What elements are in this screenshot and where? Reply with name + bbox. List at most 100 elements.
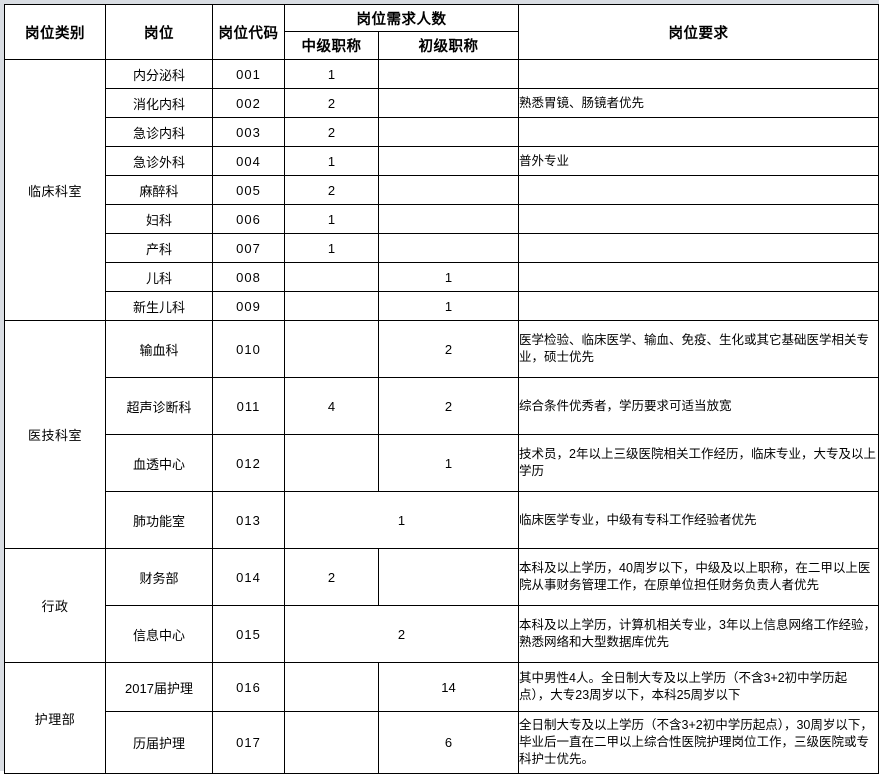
post-code-cell: 013	[212, 491, 285, 549]
mid-level-count-cell: 1	[284, 204, 379, 234]
post-code-cell: 011	[212, 377, 285, 435]
requirement-cell: 其中男性4人。全日制大专及以上学历（不含3+2初中学历起点），大专23周岁以下，…	[518, 662, 879, 712]
table-row: 信息中心 015 2 本科及以上学历，计算机相关专业，3年以上信息网络工作经验，熟悉网…	[5, 605, 879, 663]
table-row: 护理部 2017届护理 016 14 其中男性4人。全日制大专及以上学历（不含3+2初中…	[4, 662, 879, 774]
post-code-cell: 014	[212, 548, 285, 606]
post-name-cell: 消化内科	[105, 88, 213, 118]
table-row: 超声诊断科 011 4 2 综合条件优秀者，学历要求可适当放宽	[5, 377, 879, 435]
category-cell: 临床科室	[4, 59, 106, 321]
post-name-cell: 急诊外科	[105, 146, 213, 176]
junior-level-count-cell: 14	[378, 662, 519, 712]
post-name-cell: 输血科	[105, 320, 213, 378]
post-name-cell: 儿科	[105, 262, 213, 292]
post-code-cell: 002	[212, 88, 285, 118]
requirement-cell	[518, 262, 879, 292]
category-cell: 医技科室	[4, 320, 106, 549]
mid-level-count-cell: 2	[284, 88, 379, 118]
requirement-cell: 普外专业	[518, 146, 879, 176]
top-margin-strip	[0, 0, 879, 4]
header-post: 岗位	[105, 4, 213, 60]
requirement-cell: 医学检验、临床医学、输血、免疫、生化或其它基础医学相关专业，硕士优先	[518, 320, 879, 378]
header-junior-level: 初级职称	[378, 31, 519, 60]
table-row: 医技科室 输血科 010 2 医学检验、临床医学、输血、免疫、生化或其它基础医学相关专业…	[4, 320, 879, 549]
mid-level-count-cell	[284, 262, 379, 292]
mid-level-count-cell: 4	[284, 377, 379, 435]
junior-level-count-cell	[378, 548, 519, 606]
table-row: 急诊外科 004 1 普外专业	[5, 146, 879, 176]
junior-level-count-cell	[378, 204, 519, 234]
table-head: 岗位类别 岗位 岗位代码 岗位需求人数 岗位要求 中级职称 初级职称	[4, 4, 879, 60]
post-code-cell: 012	[212, 434, 285, 492]
post-code-cell: 003	[212, 117, 285, 147]
junior-level-count-cell: 2	[378, 377, 519, 435]
table-row: 急诊内科 003 2	[5, 117, 879, 147]
mid-level-count-cell: 1	[284, 233, 379, 263]
post-code-cell: 006	[212, 204, 285, 234]
mid-level-count-cell	[284, 320, 379, 378]
requirement-cell	[518, 291, 879, 321]
post-name-cell: 历届护理	[105, 711, 213, 774]
table-row: 产科 007 1	[5, 233, 879, 263]
mid-level-count-cell: 1	[284, 146, 379, 176]
requirement-cell	[518, 204, 879, 234]
table-row: 妇科 006 1	[5, 204, 879, 234]
header-row-primary: 岗位类别 岗位 岗位代码 岗位需求人数 岗位要求	[4, 4, 879, 60]
post-name-cell: 财务部	[105, 548, 213, 606]
junior-level-count-cell	[378, 175, 519, 205]
header-code: 岗位代码	[212, 4, 285, 60]
requirement-cell	[518, 233, 879, 263]
post-name-cell: 2017届护理	[105, 662, 213, 712]
post-name-cell: 超声诊断科	[105, 377, 213, 435]
table-row: 儿科 008 1	[5, 262, 879, 292]
junior-level-count-cell: 2	[378, 320, 519, 378]
post-code-cell: 017	[212, 711, 285, 774]
post-code-cell: 001	[212, 59, 285, 89]
post-code-cell: 005	[212, 175, 285, 205]
requirement-cell	[518, 117, 879, 147]
table-row: 行政 财务部 014 2 本科及以上学历，40周岁以下，中级及以上职称，在二甲以上医院从…	[4, 548, 879, 663]
junior-level-count-cell: 1	[378, 291, 519, 321]
post-name-cell: 信息中心	[105, 605, 213, 663]
mid-level-count-cell: 1	[284, 59, 379, 89]
junior-level-count-cell	[378, 146, 519, 176]
requirement-cell: 熟悉胃镜、肠镜者优先	[518, 88, 879, 118]
post-code-cell: 008	[212, 262, 285, 292]
mid-level-count-cell: 2	[284, 548, 379, 606]
junior-level-count-cell: 1	[378, 262, 519, 292]
junior-level-count-cell: 6	[378, 711, 519, 774]
requirement-cell	[518, 59, 879, 89]
post-code-cell: 015	[212, 605, 285, 663]
requirement-cell: 本科及以上学历，40周岁以下，中级及以上职称，在二甲以上医院从事财务管理工作，在…	[518, 548, 879, 606]
mid-level-count-cell	[284, 434, 379, 492]
table-row: 新生儿科 009 1	[5, 291, 879, 321]
junior-level-count-cell	[378, 59, 519, 89]
post-name-cell: 产科	[105, 233, 213, 263]
post-name-cell: 新生儿科	[105, 291, 213, 321]
header-demand-group: 岗位需求人数	[284, 4, 519, 32]
mid-level-count-cell	[284, 711, 379, 774]
table-row: 血透中心 012 1 技术员，2年以上三级医院相关工作经历，临床专业，大专及以上学历	[5, 434, 879, 492]
header-requirement: 岗位要求	[518, 4, 879, 60]
post-name-cell: 妇科	[105, 204, 213, 234]
post-name-cell: 急诊内科	[105, 117, 213, 147]
junior-level-count-cell	[378, 88, 519, 118]
table-body: 临床科室 内分泌科 001 1 消化内科 002 2 熟悉胃镜、肠镜者优先 急诊内科 003 2 急诊…	[4, 59, 879, 774]
mid-level-count-cell	[284, 662, 379, 712]
post-name-cell: 血透中心	[105, 434, 213, 492]
requirement-cell: 本科及以上学历，计算机相关专业，3年以上信息网络工作经验，熟悉网络和大型数据库优…	[518, 605, 879, 663]
post-code-cell: 016	[212, 662, 285, 712]
post-code-cell: 010	[212, 320, 285, 378]
job-recruitment-table: 岗位类别 岗位 岗位代码 岗位需求人数 岗位要求 中级职称 初级职称 临床科室内…	[4, 4, 879, 774]
demand-count-merged-cell: 2	[284, 605, 519, 663]
requirement-cell: 临床医学专业，中级有专科工作经验者优先	[518, 491, 879, 549]
table-row: 历届护理 017 6 全日制大专及以上学历（不含3+2初中学历起点），30周岁以下，毕…	[5, 711, 879, 774]
header-mid-level: 中级职称	[284, 31, 379, 60]
post-code-cell: 004	[212, 146, 285, 176]
demand-count-merged-cell: 1	[284, 491, 519, 549]
post-name-cell: 内分泌科	[105, 59, 213, 89]
mid-level-count-cell: 2	[284, 117, 379, 147]
post-code-cell: 007	[212, 233, 285, 263]
table-container: 岗位类别 岗位 岗位代码 岗位需求人数 岗位要求 中级职称 初级职称 临床科室内…	[4, 4, 879, 774]
junior-level-count-cell	[378, 233, 519, 263]
